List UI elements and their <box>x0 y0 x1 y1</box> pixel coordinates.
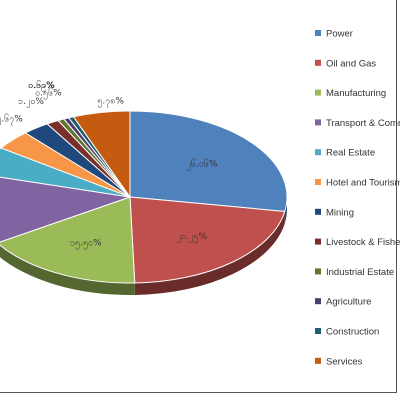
data-label-11: ၅.၇၈% <box>97 97 124 108</box>
pie-sides <box>0 197 287 295</box>
pie-slice-3 <box>0 176 131 243</box>
legend-label-11: Services <box>326 356 363 367</box>
pie-slice-2 <box>0 196 136 284</box>
pie-slice-0 <box>129 110 288 212</box>
legend: Power Oil and Gas Manufacturing Transport &… <box>315 29 400 367</box>
legend-label-9: Agriculture <box>326 297 371 308</box>
legend-swatch-10 <box>315 328 321 334</box>
legend-swatch-2 <box>315 89 321 96</box>
data-label-6: ၂.၆၇% <box>0 114 23 126</box>
legend-swatch-11 <box>315 357 321 364</box>
legend-swatch-8 <box>315 268 321 275</box>
data-labels: ၂၆.၀၆%၂၀.၂၅%၁၅.၅၀%၅.၂၅%၂.၆၇%၁.၂၀%၀.၆၁%၀.… <box>0 80 218 249</box>
data-label-1: ၂၀.၂၅% <box>177 232 208 243</box>
legend-label-3: Transport & Commu <box>326 118 400 129</box>
data-label-9: ၀.၅၆% <box>35 87 62 99</box>
legend-label-8: Industrial Estate <box>326 267 394 278</box>
legend-label-2: Manufacturing <box>326 88 386 99</box>
pie-side-1 <box>134 211 285 295</box>
legend-swatch-3 <box>315 119 321 126</box>
pie-slice-1 <box>129 196 286 284</box>
legend-label-10: Construction <box>326 327 379 338</box>
legend-swatch-4 <box>315 149 321 156</box>
data-label-0: ၂၆.၀၆% <box>186 159 217 171</box>
pie-slice-11 <box>72 110 131 199</box>
legend-swatch-5 <box>315 179 321 185</box>
pie-slices <box>0 110 288 284</box>
legend-label-0: Power <box>326 29 353 40</box>
legend-swatch-9 <box>315 298 321 305</box>
legend-label-1: Oil and Gas <box>326 58 376 69</box>
pie-side-0 <box>284 197 287 224</box>
legend-swatch-7 <box>315 238 321 245</box>
legend-label-4: Real Estate <box>326 148 375 159</box>
legend-swatch-6 <box>315 208 321 215</box>
data-label-10: ၀.၀၉% <box>28 81 55 92</box>
data-label-8: ၀.၆၁% <box>28 80 55 91</box>
data-label-7: ၁.၂၀% <box>18 97 44 108</box>
legend-swatch-0 <box>315 30 321 36</box>
legend-label-6: Mining <box>326 207 354 218</box>
legend-label-7: Livestock & Fisheries <box>326 237 400 248</box>
data-label-2: ၁၅.၅၀% <box>70 239 102 250</box>
pie-side-2 <box>0 245 135 295</box>
legend-label-5: Hotel and Tourism <box>326 178 400 189</box>
legend-swatch-1 <box>315 59 321 66</box>
